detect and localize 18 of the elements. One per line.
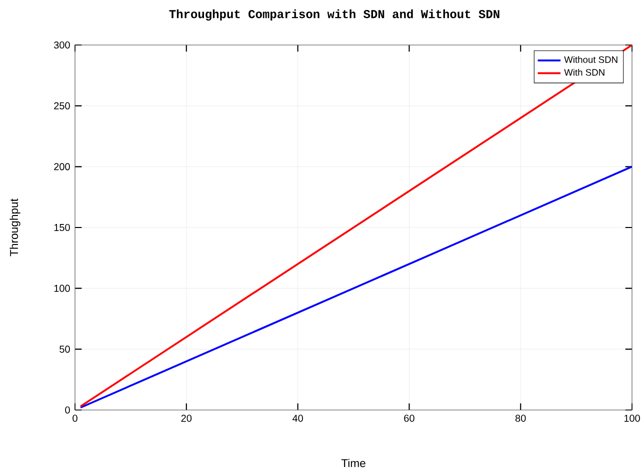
y-tick-label: 100 <box>54 284 70 292</box>
x-tick-label: 20 <box>181 414 192 422</box>
legend-label: With SDN <box>564 68 604 76</box>
x-tick-label: 0 <box>72 414 78 422</box>
x-tick-label: 60 <box>404 414 414 422</box>
y-tick-label: 300 <box>54 41 70 49</box>
y-tick-label: 250 <box>54 102 70 110</box>
x-tick-label: 100 <box>624 414 640 422</box>
x-tick-label: 40 <box>292 414 303 422</box>
x-tick-label: 80 <box>515 414 526 422</box>
y-tick-label: 200 <box>54 163 70 170</box>
chart-title: Throughput Comparison with SDN and Without SDN <box>169 9 500 21</box>
x-axis-title: Time <box>341 458 366 468</box>
y-tick-label: 150 <box>54 224 70 232</box>
y-tick-label: 0 <box>65 406 70 414</box>
y-tick-label: 50 <box>60 346 70 353</box>
legend-label: Without SDN <box>564 56 618 63</box>
y-axis-title: Throughput <box>10 198 20 256</box>
